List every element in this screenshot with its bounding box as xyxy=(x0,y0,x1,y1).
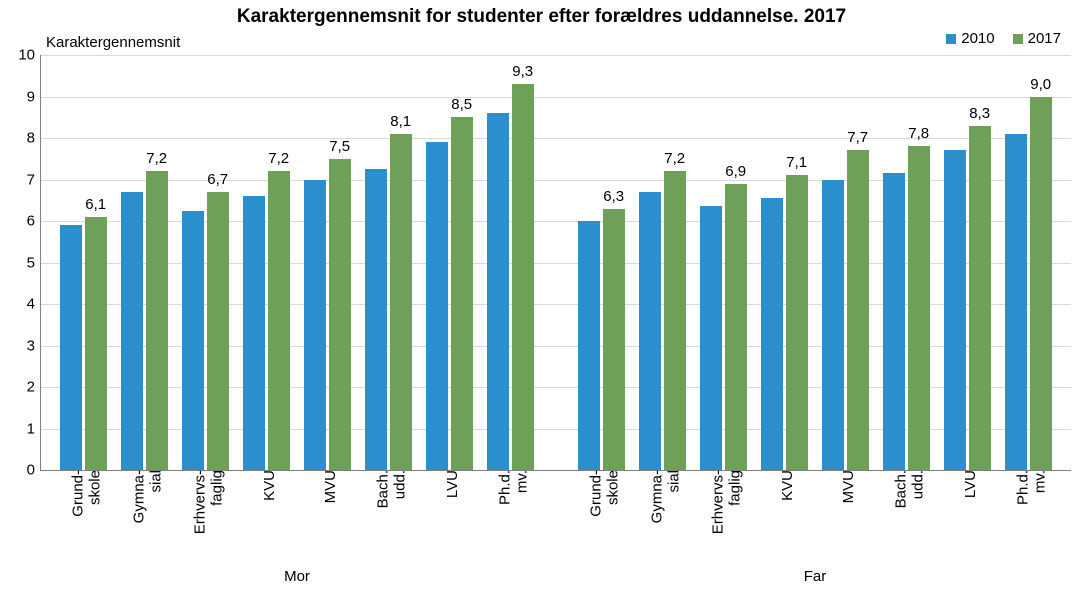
legend-item: 2010 xyxy=(946,30,994,47)
legend-label: 2010 xyxy=(961,30,994,47)
x-tick-label: KVU xyxy=(255,470,278,501)
x-tick-label: Gymna-sial xyxy=(643,470,682,523)
y-tick-label: 0 xyxy=(27,462,41,479)
bar-2017 xyxy=(451,117,473,470)
bar-2010 xyxy=(822,180,844,471)
bar-2010 xyxy=(304,180,326,471)
legend-item: 2017 xyxy=(1013,30,1061,47)
data-label: 6,7 xyxy=(207,171,228,188)
data-label: 7,1 xyxy=(786,154,807,171)
y-tick-label: 7 xyxy=(27,171,41,188)
x-tick-label: MVU xyxy=(834,470,857,503)
bar-2010 xyxy=(426,142,448,470)
y-tick-label: 2 xyxy=(27,379,41,396)
x-tick-label: Grund-skole xyxy=(582,470,621,517)
bar-2010 xyxy=(182,211,204,470)
data-label: 7,5 xyxy=(329,138,350,155)
data-label: 7,8 xyxy=(908,125,929,142)
chart-container: Karaktergennemsnit for studenter efter f… xyxy=(0,0,1083,590)
bar-2017 xyxy=(1030,97,1052,471)
bar-2010 xyxy=(883,173,905,470)
bar-2017 xyxy=(512,84,534,470)
data-label: 7,2 xyxy=(664,150,685,167)
x-tick-label: Erhvervs-faglig xyxy=(704,470,743,534)
group-label: Mor xyxy=(284,568,310,585)
data-label: 6,3 xyxy=(603,188,624,205)
data-label: 7,2 xyxy=(146,150,167,167)
plot-area: 6,1 7,2 6,7 7,2 7,5 8,1 8,5 9,3 6,3 7,2 6,9 7,1 7,7 7… xyxy=(40,55,1071,471)
data-label: 6,9 xyxy=(725,163,746,180)
data-label: 6,1 xyxy=(85,196,106,213)
legend-label: 2017 xyxy=(1028,30,1061,47)
legend: 2010 2017 xyxy=(946,30,1061,47)
x-tick-label: KVU xyxy=(773,470,796,501)
x-tick-label: Bach.udd. xyxy=(369,470,408,508)
bar-2010 xyxy=(60,225,82,470)
chart-title: Karaktergennemsnit for studenter efter f… xyxy=(0,6,1083,28)
y-tick-label: 6 xyxy=(27,213,41,230)
bar-2017 xyxy=(664,171,686,470)
x-tick-label: Erhvervs-faglig xyxy=(186,470,225,534)
bar-2010 xyxy=(1005,134,1027,470)
bar-2017 xyxy=(847,150,869,470)
group-label: Far xyxy=(804,568,827,585)
data-label: 9,0 xyxy=(1030,76,1051,93)
data-label: 8,3 xyxy=(969,105,990,122)
x-tick-label: Grund-skole xyxy=(64,470,103,517)
y-tick-label: 8 xyxy=(27,130,41,147)
y-tick-label: 5 xyxy=(27,254,41,271)
data-label: 7,2 xyxy=(268,150,289,167)
bar-2010 xyxy=(121,192,143,470)
y-tick-label: 10 xyxy=(18,47,41,64)
x-tick-label: LVU xyxy=(438,470,461,498)
x-tick-label: Ph.d.mv. xyxy=(491,470,530,505)
bar-2017 xyxy=(329,159,351,470)
y-tick-label: 1 xyxy=(27,420,41,437)
y-tick-label: 3 xyxy=(27,337,41,354)
legend-swatch xyxy=(1013,34,1023,44)
x-tick-label: MVU xyxy=(316,470,339,503)
bar-2017 xyxy=(908,146,930,470)
bar-2010 xyxy=(487,113,509,470)
bar-2017 xyxy=(969,126,991,470)
bar-2017 xyxy=(725,184,747,470)
bar-2010 xyxy=(578,221,600,470)
y-axis-title: Karaktergennemsnit xyxy=(46,34,180,51)
bar-2017 xyxy=(786,175,808,470)
bar-2010 xyxy=(944,150,966,470)
x-tick-label: Gymna-sial xyxy=(125,470,164,523)
bar-2017 xyxy=(603,209,625,470)
y-tick-label: 9 xyxy=(27,88,41,105)
data-label: 7,7 xyxy=(847,129,868,146)
bar-2017 xyxy=(268,171,290,470)
x-tick-label: Ph.d.mv. xyxy=(1009,470,1048,505)
bar-2017 xyxy=(146,171,168,470)
bar-2010 xyxy=(639,192,661,470)
x-tick-label: LVU xyxy=(956,470,979,498)
data-label: 9,3 xyxy=(512,63,533,80)
bar-2017 xyxy=(85,217,107,470)
bar-2010 xyxy=(365,169,387,470)
bar-2010 xyxy=(243,196,265,470)
legend-swatch xyxy=(946,34,956,44)
x-tick-label: Bach.udd. xyxy=(887,470,926,508)
y-tick-label: 4 xyxy=(27,296,41,313)
bar-2017 xyxy=(390,134,412,470)
bar-2010 xyxy=(761,198,783,470)
data-label: 8,5 xyxy=(451,96,472,113)
bar-2010 xyxy=(700,206,722,470)
data-label: 8,1 xyxy=(390,113,411,130)
bar-2017 xyxy=(207,192,229,470)
